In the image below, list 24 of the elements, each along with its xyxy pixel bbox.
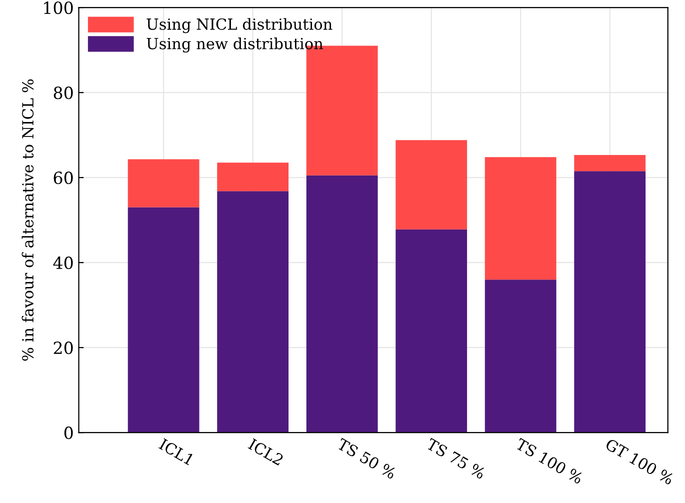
bar (396, 229, 468, 433)
bar (217, 162, 289, 192)
bar (574, 171, 646, 433)
bar (128, 207, 200, 433)
y-tick-label: 60 (54, 172, 73, 184)
y-tick-label: 40 (53, 256, 73, 270)
y-tick-label: 0 (64, 426, 73, 440)
x-tick-label: GT 100 % (604, 438, 675, 486)
y-tick-label: 20 (54, 342, 73, 354)
x-tick-label: TS 50 % (336, 438, 397, 480)
bar (574, 155, 646, 172)
bar (128, 159, 200, 208)
y-tick-label: 80 (54, 86, 73, 100)
y-tick-label: 100 (44, 2, 73, 14)
bar (396, 140, 468, 230)
x-tick-label: TS 75 % (426, 438, 486, 480)
legend-label: Using NICL distribution (146, 18, 332, 34)
legend-label: Using new distribution (146, 38, 323, 53)
bar (484, 157, 556, 280)
bar (484, 280, 556, 433)
bar (217, 191, 289, 433)
bar (306, 175, 378, 433)
y-axis-title: % in favour of alternative to NICL % (22, 79, 34, 361)
x-tick-label: TS 100 % (514, 438, 584, 484)
